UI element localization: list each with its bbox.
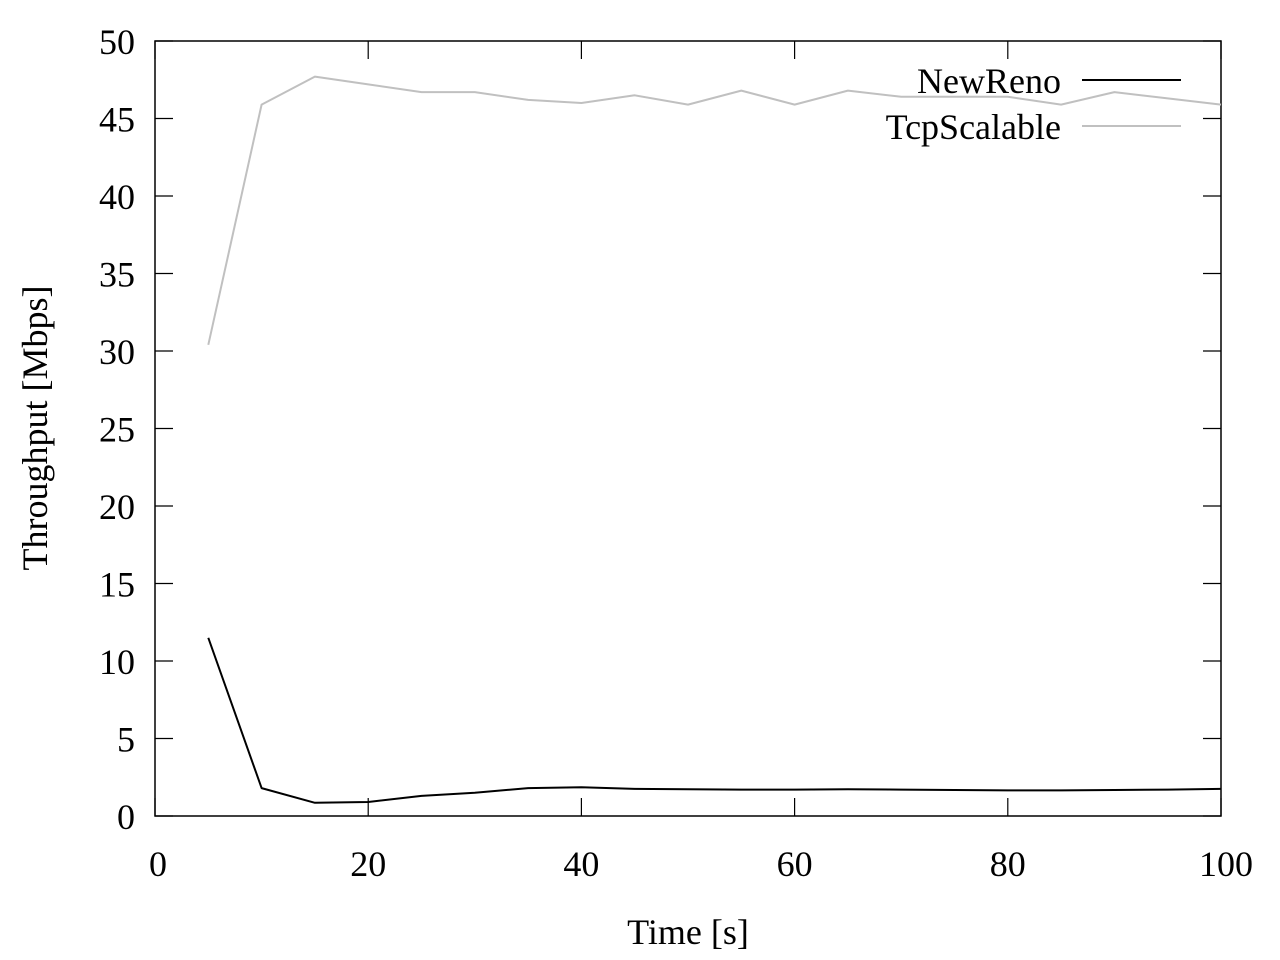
y-tick-label: 25 (99, 410, 135, 450)
y-tick-label: 45 (99, 100, 135, 140)
y-axis-ticks: 0 5 10 15 20 25 30 35 40 45 50 (99, 22, 1221, 837)
series-line-tcpscalable (207, 75, 1222, 346)
x-tick-label: 0 (149, 844, 167, 884)
y-tick-label: 0 (117, 797, 135, 837)
y-tick-label: 15 (99, 565, 135, 605)
x-axis-ticks: 0 20 40 60 80 100 (149, 41, 1253, 884)
legend-label-tcpscalable: TcpScalable (886, 107, 1061, 147)
y-axis-label: Throughput [Mbps] (15, 286, 55, 571)
y-tick-label: 35 (99, 255, 135, 295)
y-tick-label: 10 (99, 642, 135, 682)
x-axis-label: Time [s] (627, 912, 749, 952)
y-tick-label: 40 (99, 177, 135, 217)
series-line-newreno (207, 637, 1222, 804)
series-layer (207, 75, 1222, 804)
plot-frame (154, 40, 1222, 817)
legend-label-newreno: NewReno (917, 61, 1061, 101)
x-tick-label: 60 (777, 844, 813, 884)
x-tick-label: 20 (350, 844, 386, 884)
legend: NewReno TcpScalable (886, 61, 1181, 147)
y-tick-label: 20 (99, 487, 135, 527)
x-tick-label: 100 (1199, 844, 1253, 884)
y-tick-label: 5 (117, 720, 135, 760)
x-tick-label: 40 (563, 844, 599, 884)
y-tick-label: 30 (99, 332, 135, 372)
x-tick-label: 80 (990, 844, 1026, 884)
y-tick-label: 50 (99, 22, 135, 62)
